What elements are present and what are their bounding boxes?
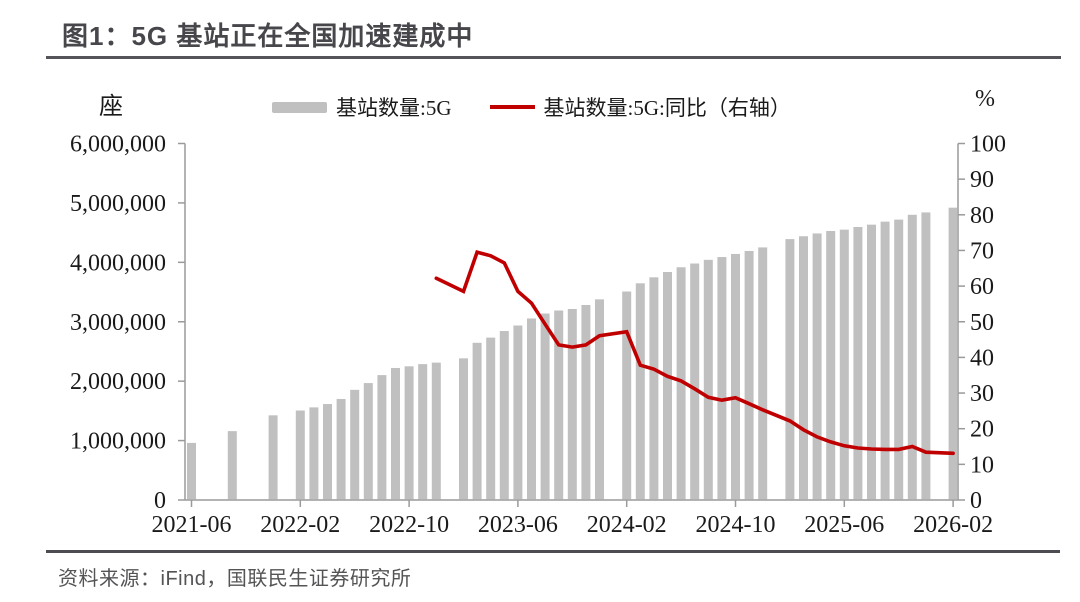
bar	[513, 325, 523, 500]
x-axis-tick-label: 2026-02	[913, 512, 993, 538]
bar	[391, 367, 400, 500]
left-axis-tick-label: 1,000,000	[70, 429, 166, 455]
bar	[785, 239, 795, 500]
left-axis-tick-label: 3,000,000	[70, 310, 166, 336]
bar	[499, 331, 509, 500]
x-axis-tick-label: 2022-10	[369, 512, 449, 538]
bar	[880, 221, 890, 500]
legend-item-line: 基站数量:5G:同比（右轴）	[489, 92, 791, 122]
bar	[676, 267, 686, 500]
footer-rule	[46, 550, 1060, 553]
right-axis-tick-label: 60	[970, 274, 994, 300]
axis-labels: 0 1,000,000 2,000,000 3,000,000 4,000,000 5,0…	[70, 132, 1006, 539]
bar	[377, 375, 387, 500]
bar	[595, 299, 604, 500]
bar	[336, 398, 346, 500]
x-axis-tick-label: 2024-02	[587, 512, 667, 538]
right-axis-tick-label: 70	[970, 238, 994, 264]
bar	[323, 404, 332, 500]
bar	[894, 219, 904, 500]
bar	[758, 247, 768, 500]
bar-series	[187, 207, 958, 500]
bar	[907, 214, 917, 500]
right-axis-tick-label: 50	[970, 310, 994, 336]
yoy-line	[434, 250, 955, 456]
left-axis-tick-label: 6,000,000	[70, 132, 166, 158]
source-note: 资料来源：iFind，国联民生证券研究所	[58, 568, 412, 590]
bar	[486, 337, 496, 500]
bar	[635, 283, 645, 500]
legend-bar-label: 基站数量:5G	[336, 96, 452, 120]
legend-bar-swatch	[272, 101, 327, 113]
bar	[867, 224, 876, 500]
bar	[554, 310, 564, 500]
right-axis-tick-label: 40	[970, 345, 994, 371]
bar	[826, 231, 836, 500]
bar	[663, 272, 672, 500]
bar	[839, 229, 849, 500]
left-axis-tick-label: 0	[154, 488, 166, 514]
legend: 基站数量:5G 基站数量:5G:同比（右轴）	[272, 92, 791, 122]
bar	[459, 358, 468, 500]
bar	[268, 415, 278, 500]
right-axis-tick-label: 100	[970, 132, 1006, 158]
right-axis-unit-label: %	[975, 86, 995, 112]
bar	[309, 407, 319, 500]
left-axis-tick-label: 4,000,000	[70, 250, 166, 276]
bar	[921, 212, 931, 500]
bar	[812, 233, 822, 500]
legend-line-swatch	[489, 104, 535, 110]
legend-item-bars: 基站数量:5G	[272, 92, 452, 122]
bar	[649, 277, 659, 500]
title-rule	[46, 56, 1061, 59]
left-axis-tick-label: 5,000,000	[70, 191, 166, 217]
right-axis-tick-label: 30	[970, 381, 994, 407]
legend-line-label: 基站数量:5G:同比（右轴）	[543, 96, 791, 120]
bar	[703, 259, 713, 500]
bar	[622, 291, 632, 500]
left-axis-unit-label: 座	[99, 94, 123, 120]
bar	[187, 442, 196, 500]
bar	[690, 263, 700, 500]
bar	[581, 304, 591, 500]
right-axis-tick-label: 90	[970, 167, 994, 193]
left-axis-tick-label: 2,000,000	[70, 369, 166, 395]
bar	[527, 318, 536, 500]
right-axis-tick-label: 20	[970, 417, 994, 443]
bar	[540, 313, 550, 500]
bar	[731, 253, 740, 500]
x-axis-tick-label: 2025-06	[804, 512, 884, 538]
bar	[744, 250, 754, 500]
bar	[431, 362, 441, 500]
bar	[472, 342, 482, 500]
bar	[948, 207, 958, 500]
bar	[350, 389, 360, 500]
x-axis-tick-label: 2023-06	[478, 512, 558, 538]
x-axis-tick-label: 2024-10	[696, 512, 776, 538]
x-axis-tick-label: 2022-02	[260, 512, 340, 538]
bar	[717, 257, 727, 500]
axes	[178, 142, 965, 507]
bar	[295, 410, 305, 500]
bar	[227, 431, 237, 500]
bar	[363, 383, 373, 500]
bar	[853, 226, 863, 500]
bar	[404, 366, 414, 500]
figure-title: 图1：5G 基站正在全国加速建成中	[62, 21, 474, 51]
right-axis-tick-label: 10	[970, 452, 994, 478]
bar	[799, 236, 808, 500]
right-axis-tick-label: 0	[970, 488, 982, 514]
right-axis-tick-label: 80	[970, 203, 994, 229]
bar	[418, 364, 428, 500]
x-axis-tick-label: 2021-06	[152, 512, 232, 538]
bar	[567, 308, 577, 500]
